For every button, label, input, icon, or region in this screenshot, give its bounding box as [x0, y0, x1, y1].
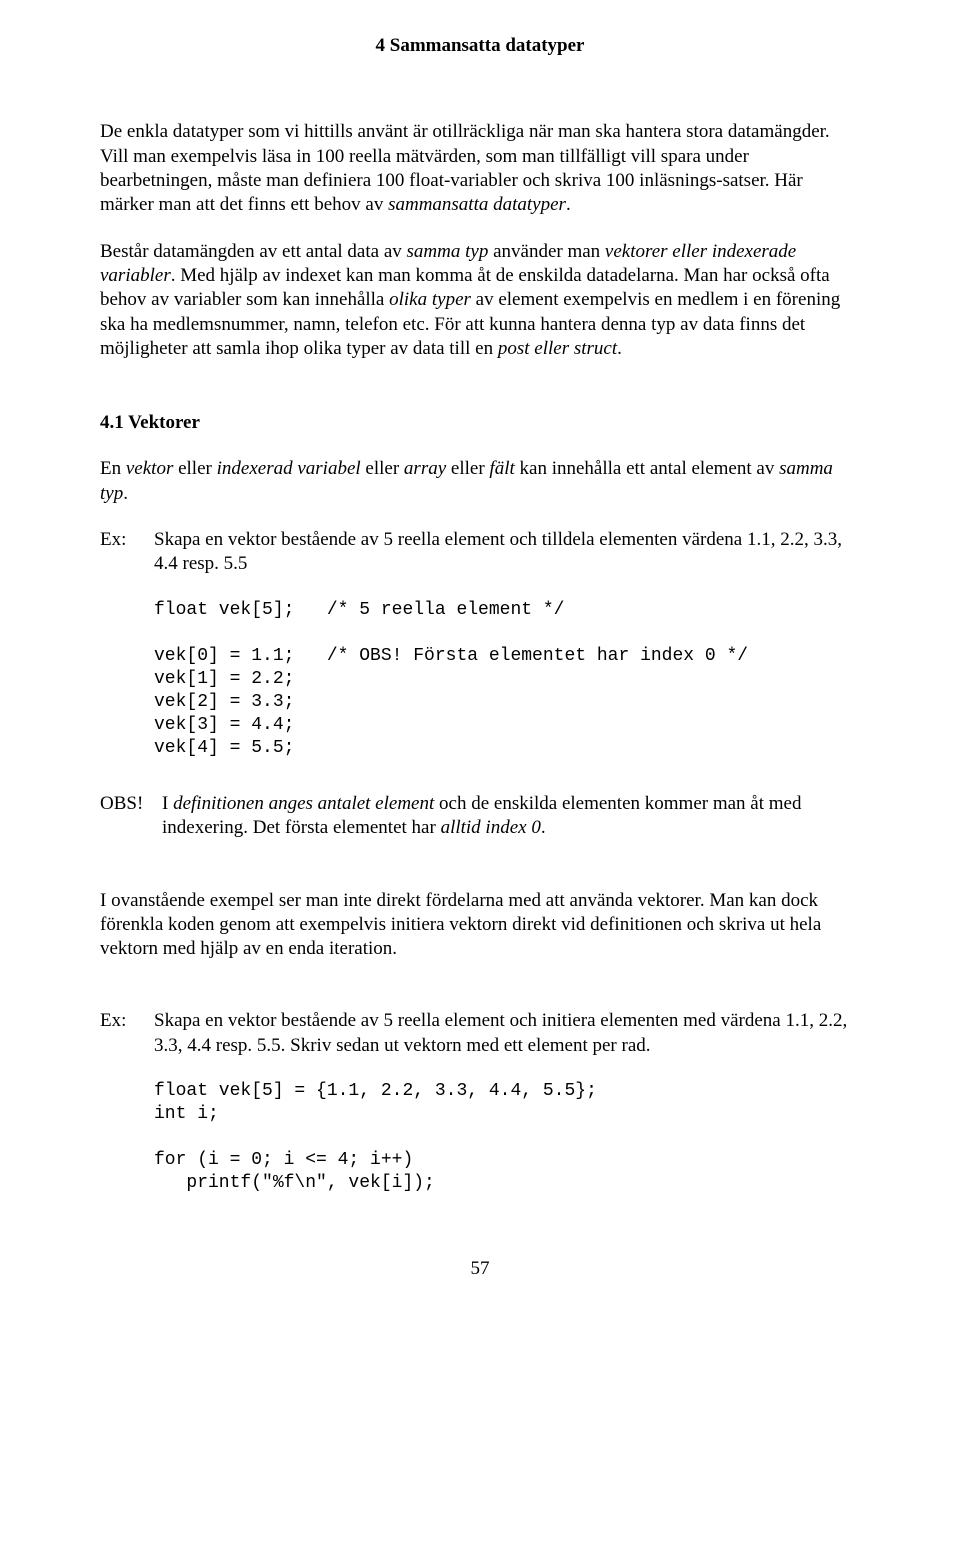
obs-note: OBS! I definitionen anges antalet elemen… [100, 792, 860, 841]
chapter-title: 4 Sammansatta datatyper [100, 34, 860, 58]
italic-text: array [404, 458, 446, 479]
document-page: 4 Sammansatta datatyper De enkla datatyp… [0, 0, 960, 1332]
text: . [617, 338, 622, 359]
example-1: Ex: Skapa en vektor bestående av 5 reell… [100, 528, 860, 577]
italic-text: indexerad variabel [217, 458, 361, 479]
italic-text: vektor [126, 458, 173, 479]
paragraph-intro-1: De enkla datatyper som vi hittills använ… [100, 120, 860, 217]
paragraph-vectors-intro: En vektor eller indexerad variabel eller… [100, 457, 860, 506]
italic-text: alltid index 0 [441, 817, 541, 838]
page-number: 57 [100, 1257, 860, 1281]
text: . [566, 194, 571, 215]
section-heading-4-1: 4.1 Vektorer [100, 411, 860, 435]
text: En [100, 458, 126, 479]
example-2: Ex: Skapa en vektor bestående av 5 reell… [100, 1009, 860, 1058]
italic-text: definitionen anges antalet element [173, 793, 434, 814]
text: kan innehålla ett antal element av [515, 458, 779, 479]
example-body: Skapa en vektor bestående av 5 reella el… [154, 528, 860, 577]
paragraph-simplify: I ovanstående exempel ser man inte direk… [100, 889, 860, 962]
text: eller [446, 458, 489, 479]
paragraph-intro-2: Består datamängden av ett antal data av … [100, 240, 860, 362]
text: eller [361, 458, 404, 479]
italic-text: olika typer [389, 289, 471, 310]
text: använder man [488, 241, 605, 262]
example-label: Ex: [100, 1009, 154, 1058]
obs-body: I definitionen anges antalet element och… [162, 792, 860, 841]
italic-text: post eller struct [498, 338, 617, 359]
italic-text: samma typ [407, 241, 489, 262]
text: Består datamängden av ett antal data av [100, 241, 407, 262]
obs-label: OBS! [100, 792, 162, 841]
italic-text: sammansatta datatyper [388, 194, 566, 215]
code-block-1: float vek[5]; /* 5 reella element */ vek… [154, 599, 860, 760]
text: . [541, 817, 546, 838]
text: eller [173, 458, 216, 479]
text: I [162, 793, 173, 814]
code-block-2: float vek[5] = {1.1, 2.2, 3.3, 4.4, 5.5}… [154, 1080, 860, 1195]
example-body: Skapa en vektor bestående av 5 reella el… [154, 1009, 860, 1058]
text: . [123, 483, 128, 504]
example-label: Ex: [100, 528, 154, 577]
italic-text: fält [489, 458, 514, 479]
